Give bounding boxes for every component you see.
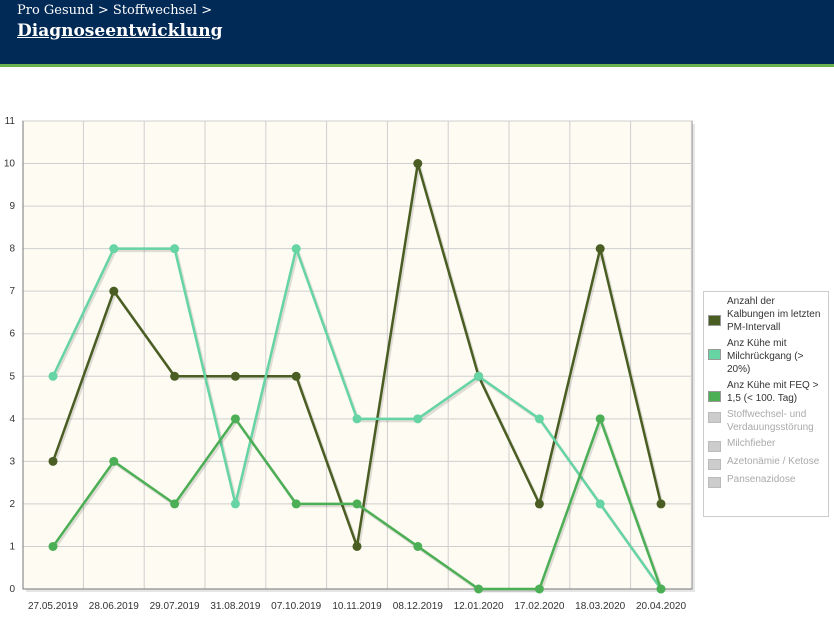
x-tick-label: 20.04.2020: [636, 601, 686, 612]
series-3-point: [474, 584, 484, 594]
y-tick-label: 0: [9, 584, 15, 595]
series-3-point: [595, 414, 605, 424]
legend-swatch: [708, 315, 721, 326]
series-2-point: [534, 414, 544, 424]
series-1-point: [656, 499, 666, 509]
series-2-point: [413, 414, 423, 424]
series-1-point: [352, 541, 362, 551]
series-2-point: [48, 371, 58, 381]
legend-label: Stoffwechsel- und Verdauungsstörung: [727, 409, 814, 433]
series-2-point: [595, 499, 605, 509]
legend-label: Anzahl der Kalbungen im letzten PM-Inter…: [727, 296, 821, 333]
series-2-point: [170, 244, 180, 254]
y-tick-label: 8: [9, 244, 15, 255]
header-bar: Pro Gesund > Stoffwechsel > Diagnoseentw…: [0, 0, 834, 64]
legend-label: Azetonämie / Ketose: [727, 456, 820, 467]
x-tick-label: 28.06.2019: [89, 601, 139, 612]
series-3-point: [656, 584, 666, 594]
series-3-point: [534, 584, 544, 594]
legend-label: Milchfieber: [727, 438, 776, 449]
series-1-point: [230, 371, 240, 381]
breadcrumb[interactable]: Pro Gesund > Stoffwechsel >: [17, 3, 213, 18]
x-tick-label: 10.11.2019: [332, 601, 382, 612]
legend-item-pansenazidose[interactable]: Pansenazidose: [708, 473, 824, 488]
series-2-point: [474, 371, 484, 381]
series-3-point: [291, 499, 301, 509]
legend-swatch: [708, 349, 721, 360]
x-tick-label: 07.10.2019: [271, 601, 321, 612]
x-tick-label: 12.01.2020: [454, 601, 504, 612]
x-tick-label: 08.12.2019: [393, 601, 443, 612]
y-tick-label: 6: [9, 329, 15, 340]
legend-label: Pansenazidose: [727, 474, 796, 485]
header-divider: [0, 64, 834, 67]
legend-swatch: [708, 477, 721, 488]
series-2-point: [291, 244, 301, 254]
series-1-point: [170, 371, 180, 381]
series-3-point: [352, 499, 362, 509]
series-3-point: [48, 541, 58, 551]
legend-item-stoffwechsel[interactable]: Stoffwechsel- und Verdauungsstörung: [708, 408, 824, 434]
legend-item-ketose[interactable]: Azetonämie / Ketose: [708, 455, 824, 470]
series-1-point: [109, 286, 119, 296]
page-title: Diagnoseentwicklung: [17, 21, 223, 41]
series-2-point: [109, 244, 119, 254]
x-tick-label: 27.05.2019: [28, 601, 78, 612]
y-tick-label: 9: [9, 201, 15, 212]
x-tick-label: 31.08.2019: [210, 601, 260, 612]
series-1-point: [595, 244, 605, 254]
series-3-point: [109, 456, 119, 466]
legend-item-milchrueckgang[interactable]: Anz Kühe mit Milchrückgang (> 20%): [708, 337, 824, 376]
legend-label: Anz Kühe mit FEQ > 1,5 (< 100. Tag): [727, 380, 819, 404]
y-tick-label: 10: [4, 159, 16, 170]
series-2-point: [230, 499, 240, 509]
plot-area: [22, 120, 693, 590]
legend-item-feq[interactable]: Anz Kühe mit FEQ > 1,5 (< 100. Tag): [708, 379, 824, 405]
x-tick-label: 17.02.2020: [514, 601, 564, 612]
series-3-point: [170, 499, 180, 509]
y-tick-label: 3: [9, 456, 15, 467]
legend-swatch: [708, 412, 721, 423]
y-tick-label: 2: [9, 499, 15, 510]
series-2-point: [352, 414, 362, 424]
x-tick-label: 29.07.2019: [150, 601, 200, 612]
legend-swatch: [708, 459, 721, 470]
y-tick-label: 1: [9, 541, 15, 552]
series-1-point: [413, 159, 423, 169]
x-tick-label: 18.03.2020: [575, 601, 625, 612]
legend-swatch: [708, 441, 721, 452]
series-1-point: [291, 371, 301, 381]
legend-item-kalbungen[interactable]: Anzahl der Kalbungen im letzten PM-Inter…: [708, 295, 824, 334]
y-tick-label: 5: [9, 371, 15, 382]
series-3-point: [413, 541, 423, 551]
series-1-point: [48, 456, 58, 466]
y-tick-label: 7: [9, 286, 15, 297]
y-tick-label: 11: [5, 116, 16, 127]
chart-legend: Anzahl der Kalbungen im letzten PM-Inter…: [703, 291, 829, 517]
series-3-point: [230, 414, 240, 424]
series-1-point: [534, 499, 544, 509]
legend-item-milchfieber[interactable]: Milchfieber: [708, 437, 824, 452]
legend-swatch: [708, 391, 721, 402]
legend-label: Anz Kühe mit Milchrückgang (> 20%): [727, 338, 804, 375]
y-tick-label: 4: [9, 414, 15, 425]
